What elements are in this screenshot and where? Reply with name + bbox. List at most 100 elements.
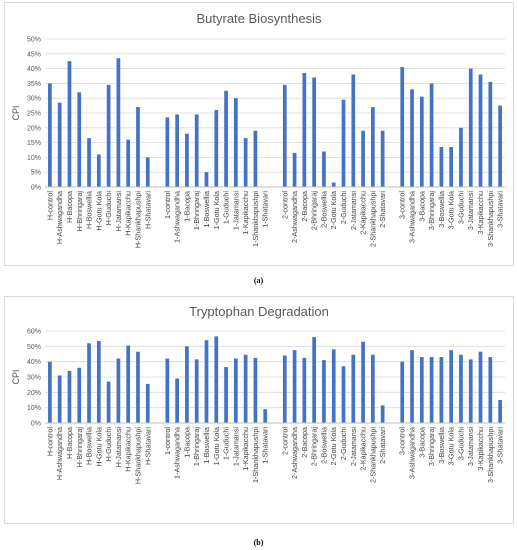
x-tick-label: 3-Jatamansi — [466, 191, 475, 231]
bar — [429, 83, 434, 187]
x-tick-label: H-Shatavari — [143, 191, 152, 229]
x-tick-label: H-control — [45, 191, 54, 221]
bar — [253, 130, 258, 187]
bar — [302, 73, 307, 187]
chart-title: Tryptophan Degradation — [189, 304, 329, 319]
x-tick-label: 2-Kapikacchu — [359, 191, 368, 235]
bar — [253, 357, 258, 423]
x-tick-label: 3-Ashwagandha — [408, 427, 417, 479]
x-tick-label: 1-Jatamansi — [231, 427, 240, 467]
x-tick-label: 1-Shankhapushpi — [251, 191, 260, 247]
x-tick-label: 2-Shankhapushpi — [368, 427, 377, 483]
bar — [87, 343, 91, 423]
x-tick-label: 2-Boswellia — [319, 427, 328, 464]
bar — [478, 74, 483, 187]
x-tick-label: 3-Shatavari — [496, 191, 505, 228]
x-tick-label: 1-Kapikacchu — [241, 427, 250, 471]
bar — [282, 84, 287, 187]
x-tick-label: H-Boswellia — [85, 191, 94, 229]
x-tick-label: H-Shankhapushpi — [133, 191, 142, 249]
bar — [77, 367, 82, 423]
bar — [302, 357, 307, 423]
y-tick-label: 0% — [31, 185, 41, 192]
x-tick-label: H-control — [45, 427, 54, 457]
y-tick-label: 30% — [27, 96, 41, 103]
x-tick-label: 1-Bacopa — [182, 191, 191, 222]
figure-caption-a: (a) — [253, 276, 264, 285]
bar — [185, 133, 189, 187]
x-tick-label: 3-Gotu Kola — [447, 427, 456, 465]
y-tick-label: 40% — [27, 66, 41, 73]
x-tick-label: 1-Ashwagandha — [173, 191, 182, 243]
x-tick-label: H-Gotu Kola — [94, 191, 103, 231]
y-tick-label: 50% — [27, 37, 41, 44]
bar — [57, 102, 62, 187]
x-tick-label: H-Boswellia — [85, 427, 94, 465]
bar — [263, 409, 268, 423]
x-tick-label: 2-control — [280, 427, 289, 455]
x-tick-label: H-Kapikacchu — [124, 191, 133, 236]
x-tick-label: 1-Bhringaraj — [192, 191, 201, 231]
bar — [116, 358, 121, 423]
x-tick-label: 1-Shankhapushpi — [251, 427, 260, 483]
x-tick-label: H-Bhringaraj — [75, 427, 84, 468]
x-tick-label: 2-Jatamansi — [349, 427, 358, 467]
bar — [468, 68, 473, 187]
bar — [380, 405, 385, 423]
bar — [145, 383, 150, 423]
x-tick-label: 1-Boswellia — [202, 427, 211, 464]
bar — [165, 358, 170, 423]
x-tick-label: H-Guduchi — [104, 191, 113, 226]
x-tick-label: 3-Boswellia — [437, 191, 446, 228]
bar — [106, 381, 111, 423]
bar — [488, 357, 493, 423]
x-tick-label: 3-Jatamansi — [466, 427, 475, 467]
x-tick-label: 2-Shatavari — [378, 427, 387, 464]
x-tick-label: 3-Bhringaraj — [427, 191, 436, 231]
x-tick-label: H-Gotu Kola — [94, 427, 103, 467]
bar — [449, 147, 454, 187]
bar — [429, 357, 434, 423]
bar — [145, 157, 150, 187]
x-tick-label: 3-Ashwagandha — [408, 191, 417, 243]
bar — [214, 336, 219, 423]
figure-caption-b: (b) — [253, 538, 264, 547]
x-tick-label: 3-Bhringaraj — [427, 427, 436, 467]
x-tick-label: 2-Kapikacchu — [359, 427, 368, 471]
x-tick-label: 2-Guduchi — [339, 427, 348, 461]
x-tick-label: H-Jatamansi — [114, 191, 123, 232]
x-tick-label: 1-Boswellia — [202, 191, 211, 228]
bar — [185, 346, 189, 423]
bar — [380, 130, 385, 187]
bar — [351, 74, 356, 187]
x-tick-label: 1-Guduchi — [222, 427, 231, 461]
bar — [341, 366, 346, 423]
bar — [224, 367, 228, 423]
bar — [204, 172, 209, 187]
x-tick-label: 3-control — [398, 427, 407, 455]
bar — [478, 351, 483, 423]
x-tick-label: 1-control — [163, 191, 172, 219]
x-tick-label: H-Bacopa — [65, 191, 74, 223]
bar — [77, 92, 82, 187]
bar — [410, 89, 414, 187]
bar — [419, 357, 424, 423]
y-tick-label: 0% — [31, 421, 41, 428]
x-tick-label: H-Shatavari — [143, 427, 152, 465]
x-tick-label: 1-Ashwagandha — [173, 427, 182, 479]
x-tick-label: 1-Gotu Kola — [212, 427, 221, 465]
bar — [194, 114, 199, 187]
bar — [439, 147, 444, 187]
x-tick-label: 2-Boswellia — [319, 191, 328, 228]
x-tick-label: 3-Gotu Kola — [447, 191, 456, 229]
x-tick-label: 1-Bacopa — [182, 427, 191, 458]
bar — [233, 358, 238, 423]
bar — [341, 99, 346, 187]
x-tick-label: 2-Shankhapushpi — [368, 191, 377, 247]
bar — [439, 357, 444, 423]
y-tick-label: 20% — [27, 125, 41, 132]
bar — [48, 361, 52, 423]
bar — [96, 340, 101, 423]
bar — [67, 370, 72, 423]
y-tick-label: 60% — [27, 329, 41, 336]
